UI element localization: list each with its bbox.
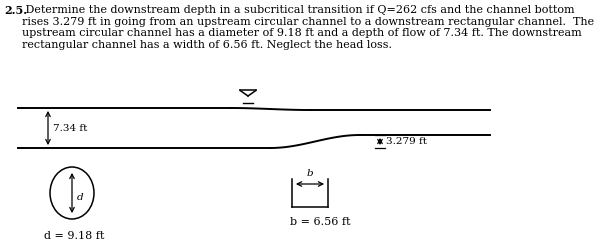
Text: Determine the downstream depth in a subcritical transition if Q=262 cfs and the : Determine the downstream depth in a subc… <box>22 5 594 50</box>
Text: 7.34 ft: 7.34 ft <box>53 123 87 133</box>
Text: d = 9.18 ft: d = 9.18 ft <box>44 231 105 241</box>
Text: 3.279 ft: 3.279 ft <box>386 137 427 146</box>
Text: d: d <box>77 193 84 201</box>
Text: b: b <box>307 169 313 178</box>
Text: b = 6.56 ft: b = 6.56 ft <box>290 217 350 227</box>
Text: 2.5.: 2.5. <box>4 5 27 16</box>
